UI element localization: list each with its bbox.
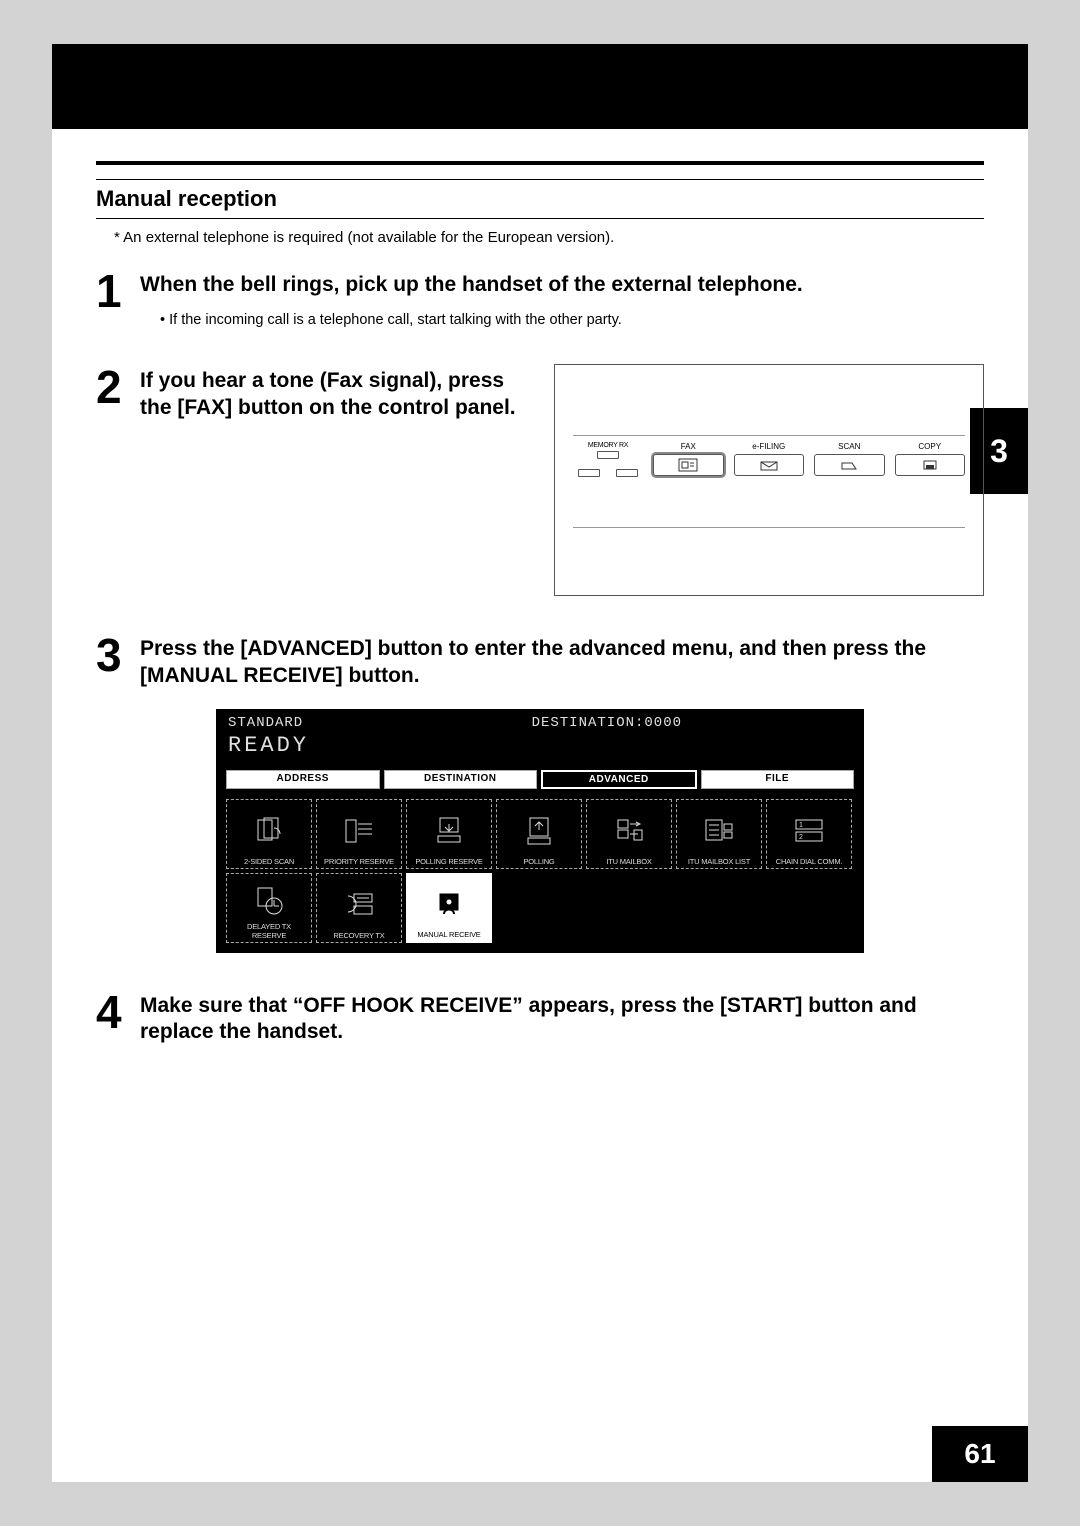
- lcd-tab-file[interactable]: FILE: [701, 770, 855, 789]
- lcd-cell-icon: [342, 879, 376, 932]
- lcd-cell-label: POLLING: [523, 858, 554, 866]
- lcd-cell-icon: [252, 805, 286, 858]
- step-number: 2: [96, 364, 128, 588]
- memory-rx-indicator: MEMORY RX: [573, 442, 643, 479]
- copy-button[interactable]: COPY: [895, 442, 966, 476]
- svg-text:2: 2: [799, 834, 803, 841]
- lcd-cell-icon: [432, 880, 466, 931]
- lcd-cell-label: MANUAL RECEIVE: [417, 931, 480, 939]
- fax-button[interactable]: FAX: [653, 442, 724, 476]
- lcd-cell-recovery-tx[interactable]: RECOVERY TX: [316, 873, 402, 943]
- lcd-cell-priority-reserve[interactable]: PRIORITY RESERVE: [316, 799, 402, 869]
- footnote: * An external telephone is required (not…: [114, 229, 984, 246]
- lcd-cell-itu-mailbox-list[interactable]: ITU MAILBOX LIST: [676, 799, 762, 869]
- lcd-tabs: ADDRESSDESTINATIONADVANCEDFILE: [218, 766, 862, 795]
- step-number: 4: [96, 989, 128, 1046]
- lcd-cell-delayed-tx-reserve[interactable]: DELAYED TX RESERVE: [226, 873, 312, 943]
- lcd-cell-label: CHAIN DIAL COMM.: [776, 858, 843, 866]
- svg-text:1: 1: [799, 822, 803, 829]
- efiling-button[interactable]: e-FILING: [734, 442, 805, 476]
- lcd-cell-icon: 12: [792, 805, 826, 858]
- step-heading: Press the [ADVANCED] button to enter the…: [140, 632, 984, 689]
- lcd-tab-advanced[interactable]: ADVANCED: [541, 770, 697, 789]
- step-heading: Make sure that “OFF HOOK RECEIVE” appear…: [140, 989, 984, 1046]
- efiling-icon: [760, 459, 778, 471]
- lcd-cell-icon: [702, 805, 736, 858]
- manual-page: 3 Manual reception * An external telepho…: [52, 44, 1028, 1482]
- lcd-cell-2-sided-scan[interactable]: 2-SIDED SCAN: [226, 799, 312, 869]
- step-1: 1 When the bell rings, pick up the hands…: [96, 268, 984, 356]
- step-2: 2 If you hear a tone (Fax signal), press…: [96, 364, 534, 588]
- scan-button[interactable]: SCAN: [814, 442, 885, 476]
- lcd-tab-address[interactable]: ADDRESS: [226, 770, 380, 789]
- lcd-standard-label: STANDARD: [228, 715, 303, 731]
- step-4: 4 Make sure that “OFF HOOK RECEIVE” appe…: [96, 989, 984, 1046]
- lcd-cell-itu-mailbox[interactable]: ITU MAILBOX: [586, 799, 672, 869]
- control-panel-diagram: MEMORY RX FAX e-FILING SCAN: [554, 364, 984, 596]
- copy-icon: [922, 459, 938, 471]
- step-subtext: • If the incoming call is a telephone ca…: [160, 312, 984, 328]
- lcd-cell-label: PRIORITY RESERVE: [324, 858, 394, 866]
- lcd-cell-icon: [432, 805, 466, 858]
- lcd-cell-label: ITU MAILBOX LIST: [688, 858, 750, 866]
- lcd-cell-polling[interactable]: POLLING: [496, 799, 582, 869]
- lcd-cell-icon: [612, 805, 646, 858]
- page-header-bar: [52, 44, 1028, 129]
- lcd-destination-label: DESTINATION:0000: [532, 715, 682, 731]
- lcd-screen: STANDARD DESTINATION:0000 READY ADDRESSD…: [216, 709, 864, 953]
- step-heading: When the bell rings, pick up the handset…: [140, 268, 984, 298]
- scan-icon: [840, 459, 858, 471]
- rule-thin: [96, 218, 984, 219]
- rule-thin: [96, 179, 984, 180]
- lcd-cell-icon: [252, 879, 286, 924]
- lcd-grid: 2-SIDED SCAN PRIORITY RESERVE POLLING RESE…: [218, 795, 862, 951]
- lcd-tab-destination[interactable]: DESTINATION: [384, 770, 538, 789]
- fax-icon: [678, 458, 698, 472]
- page-content: Manual reception * An external telephone…: [52, 129, 1028, 1045]
- lcd-ready-label: READY: [228, 733, 852, 758]
- lcd-cell-label: ITU MAILBOX: [606, 858, 651, 866]
- panel-buttons-row: MEMORY RX FAX e-FILING SCAN: [573, 442, 965, 479]
- step-3: 3 Press the [ADVANCED] button to enter t…: [96, 632, 984, 689]
- lcd-cell-label: DELAYED TX RESERVE: [229, 923, 309, 940]
- lcd-cell-polling-reserve[interactable]: POLLING RESERVE: [406, 799, 492, 869]
- lcd-cell-label: RECOVERY TX: [333, 932, 384, 940]
- step-number: 1: [96, 268, 128, 356]
- rule-thick: [96, 161, 984, 165]
- lcd-cell-label: POLLING RESERVE: [415, 858, 482, 866]
- lcd-cell-icon: [522, 805, 556, 858]
- page-number: 61: [932, 1426, 1028, 1482]
- lcd-cell-label: 2-SIDED SCAN: [244, 858, 294, 866]
- step-2-row: 2 If you hear a tone (Fax signal), press…: [96, 364, 984, 596]
- step-heading: If you hear a tone (Fax signal), press t…: [140, 364, 534, 421]
- section-title: Manual reception: [96, 186, 984, 212]
- step-number: 3: [96, 632, 128, 689]
- lcd-cell-icon: [342, 805, 376, 858]
- lcd-cell-manual-receive[interactable]: MANUAL RECEIVE: [406, 873, 492, 943]
- lcd-cell-chain-dial-comm-[interactable]: 12CHAIN DIAL COMM.: [766, 799, 852, 869]
